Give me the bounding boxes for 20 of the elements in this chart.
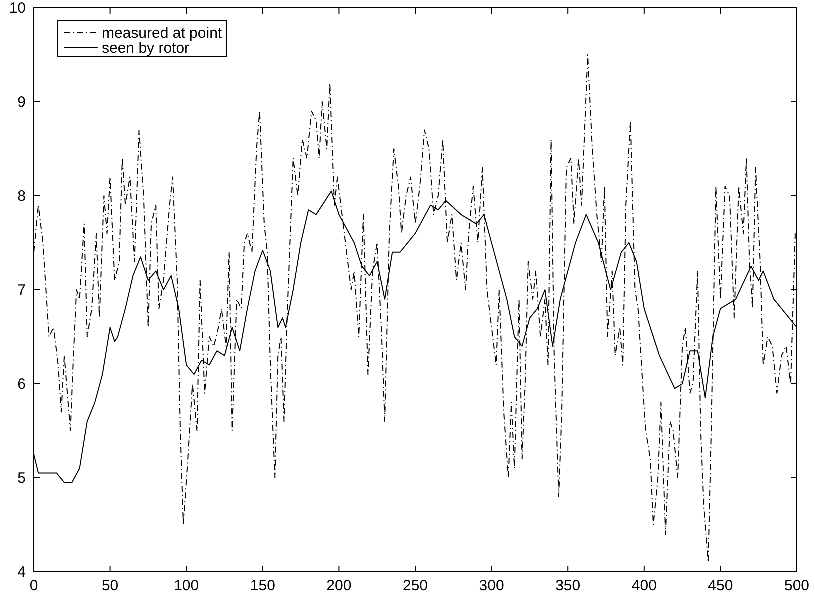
x-tick-label: 300 (479, 578, 504, 595)
x-tick-label: 150 (250, 578, 276, 595)
y-tick-label: 8 (18, 188, 26, 205)
x-tick-label: 350 (556, 578, 581, 595)
y-tick-label: 5 (18, 470, 26, 487)
x-tick-label: 250 (402, 578, 428, 595)
y-tick-label: 7 (18, 282, 26, 299)
y-tick-label: 4 (18, 564, 26, 581)
x-tick-label: 100 (174, 578, 200, 595)
x-tick-label: 400 (632, 578, 657, 595)
legend-label: measured at point (102, 25, 223, 42)
x-tick-label: 200 (326, 578, 352, 595)
x-tick-label: 50 (102, 578, 119, 595)
x-tick-label: 0 (30, 578, 38, 595)
legend-label: seen by rotor (102, 40, 190, 57)
y-tick-label: 6 (18, 376, 26, 393)
x-tick-label: 500 (784, 578, 810, 595)
y-tick-label: 10 (9, 0, 26, 17)
x-tick-label: 450 (708, 578, 734, 595)
y-tick-label: 9 (18, 94, 26, 111)
